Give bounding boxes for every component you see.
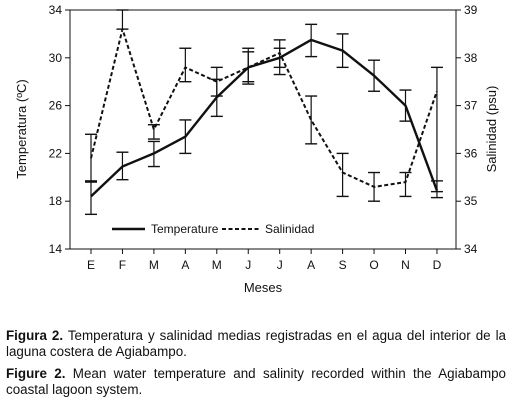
x-axis-title: Meses: [244, 280, 283, 295]
plot-frame: [69, 9, 457, 250]
x-tick-label: E: [87, 258, 95, 272]
y-right-tick-label: 34: [464, 242, 478, 256]
legend-temperature-label: Temperature: [151, 222, 219, 236]
temperature-line: [90, 38, 439, 198]
y-left-tick-label: 22: [49, 146, 63, 160]
x-tick-label: J: [245, 258, 251, 272]
error-bars: [85, 9, 443, 216]
caption-spanish-prefix: Figura 2.: [6, 328, 64, 343]
x-tick-label: M: [149, 258, 159, 272]
x-tick-label: A: [181, 258, 189, 272]
y-left-tick-label: 34: [49, 3, 63, 17]
x-tick-label: S: [339, 258, 347, 272]
salinity-error-bar: [305, 95, 318, 145]
y-left-tick-label: 30: [49, 51, 63, 65]
y-right-tick-label: 36: [464, 146, 478, 160]
series-lines: [90, 28, 439, 198]
x-tick-label: D: [433, 258, 442, 272]
salinity-line: [90, 28, 438, 188]
x-tick-label: O: [369, 258, 378, 272]
caption-english-text: Mean water temperature and salinity reco…: [6, 366, 506, 397]
salinity-error-bar: [399, 171, 412, 198]
axes: 14 18 22 26 30 34 34 35 36 37 38 39 E F M A M J J A S O N D: [49, 3, 478, 272]
caption-english-prefix: Figure 2.: [6, 366, 66, 381]
salinity-error-bar: [179, 47, 192, 83]
caption-spanish: Figura 2. Temperatura y salinidad medias…: [6, 328, 506, 360]
y-right-tick-label: 39: [464, 3, 478, 17]
caption-spanish-text: Temperatura y salinidad medias registrad…: [6, 328, 506, 359]
x-tick-label: N: [401, 258, 410, 272]
salinity-error-bar: [116, 9, 129, 30]
y-left-tick-label: 14: [49, 242, 63, 256]
x-tick-label: M: [212, 258, 222, 272]
y-axis-left-title: Temperatura (ºC): [14, 79, 29, 178]
temperature-error-bar: [85, 180, 97, 216]
x-tick-label: F: [119, 258, 126, 272]
y-right-tick-label: 38: [464, 51, 478, 65]
y-left-tick-label: 26: [49, 99, 63, 113]
salinity-error-bar: [336, 152, 349, 198]
y-left-tick-label: 18: [49, 194, 63, 208]
legend-salinity-label: Salinidad: [265, 222, 314, 236]
salinity-error-bar: [242, 47, 255, 83]
chart: 14 18 22 26 30 34 34 35 36 37 38 39 E F M A M J J A S O N D Tem…: [14, 3, 499, 295]
x-tick-label: A: [307, 258, 315, 272]
y-right-tick-label: 37: [464, 99, 478, 113]
x-tick-label: J: [277, 258, 283, 272]
y-axis-right-title: Salinidad (psu): [484, 86, 499, 173]
y-right-tick-label: 35: [464, 194, 478, 208]
salinity-error-bar: [430, 66, 443, 193]
legend: Temperature Salinidad: [112, 222, 314, 236]
caption-english: Figure 2. Mean water temperature and sal…: [6, 366, 506, 398]
